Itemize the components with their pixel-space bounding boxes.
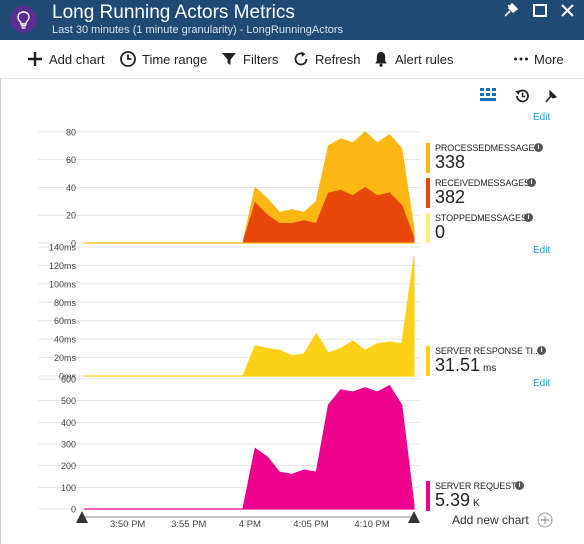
lightbulb-icon bbox=[10, 6, 37, 33]
close-icon[interactable] bbox=[557, 0, 579, 22]
refresh-label: Refresh bbox=[315, 51, 361, 67]
legend-name: SERVER RESPONSE TI... bbox=[435, 346, 541, 356]
y-tick-label: 60ms bbox=[54, 316, 77, 326]
refresh-button[interactable]: Refresh bbox=[292, 40, 361, 78]
series-color-swatch bbox=[426, 346, 430, 376]
legend-unit: ms bbox=[483, 363, 497, 374]
filter-icon bbox=[220, 50, 238, 68]
series-color-swatch bbox=[426, 213, 430, 243]
filters-button[interactable]: Filters bbox=[220, 40, 278, 78]
edit-link[interactable]: Edit bbox=[533, 378, 551, 389]
legend-name: RECEIVEDMESSAGES bbox=[435, 178, 530, 188]
add-circle-icon[interactable] bbox=[537, 512, 553, 533]
range-start-handle bbox=[76, 511, 88, 523]
page-subtitle: Last 30 minutes (1 minute granularity) -… bbox=[52, 24, 344, 36]
grid-view-icon[interactable] bbox=[480, 88, 496, 102]
y-tick-label: 100ms bbox=[49, 279, 77, 289]
legend-item-response-time[interactable]: SERVER RESPONSE TI... i 31.51 ms bbox=[426, 346, 566, 378]
y-tick-label: 40ms bbox=[54, 335, 77, 345]
legend-item-processed[interactable]: PROCESSEDMESSAGES i 338 bbox=[426, 143, 566, 175]
legend-value: 5.39 bbox=[435, 490, 471, 510]
pin-icon[interactable] bbox=[543, 89, 559, 105]
y-tick-label: 80ms bbox=[54, 298, 77, 308]
y-tick-label: 80 bbox=[66, 127, 76, 137]
maximize-icon[interactable] bbox=[529, 0, 551, 22]
info-icon[interactable]: i bbox=[527, 178, 536, 187]
legend-item-stopped[interactable]: STOPPEDMESSAGES i 0 bbox=[426, 213, 566, 245]
y-tick-label: 400 bbox=[61, 418, 76, 428]
y-tick-label: 60 bbox=[66, 155, 76, 165]
y-tick-label: 40 bbox=[66, 183, 76, 193]
clock-icon bbox=[119, 50, 137, 68]
series-area-server-requests bbox=[84, 384, 415, 510]
legend-value-row: 5.39 K bbox=[435, 490, 480, 511]
legend-value: 31.51 bbox=[435, 355, 481, 375]
x-tick-label: 3:55 PM bbox=[171, 519, 206, 530]
series-color-swatch bbox=[426, 481, 430, 511]
more-label: More bbox=[534, 51, 564, 67]
info-icon[interactable]: i bbox=[534, 143, 543, 152]
y-tick-label: 100 bbox=[61, 483, 76, 493]
time-range-label: Time range bbox=[142, 51, 208, 67]
series-color-swatch bbox=[426, 143, 430, 173]
y-tick-label: 0ms bbox=[59, 372, 77, 382]
y-tick-label: 0 bbox=[71, 239, 76, 249]
y-tick-label: 600 bbox=[61, 375, 76, 385]
legend-unit: K bbox=[473, 498, 480, 509]
plus-icon bbox=[26, 50, 44, 68]
panel-border bbox=[0, 79, 1, 544]
series-color-swatch bbox=[426, 178, 430, 208]
command-bar: Add chart Time range Filters Refresh Ale… bbox=[0, 40, 584, 79]
edit-link[interactable]: Edit bbox=[533, 112, 551, 123]
legend-value: 0 bbox=[435, 222, 446, 242]
alert-rules-button[interactable]: Alert rules bbox=[372, 40, 454, 78]
pin-window-icon[interactable] bbox=[500, 0, 522, 22]
legend-item-requests[interactable]: SERVER REQUESTS i 5.39 K bbox=[426, 481, 566, 513]
y-tick-label: 0 bbox=[71, 505, 76, 515]
y-tick-label: 200 bbox=[61, 461, 76, 471]
legend-item-received[interactable]: RECEIVEDMESSAGES i 382 bbox=[426, 178, 566, 210]
info-icon[interactable]: i bbox=[515, 481, 524, 490]
page-title: Long Running Actors Metrics bbox=[52, 2, 295, 23]
y-tick-label: 20ms bbox=[54, 353, 77, 363]
legend-value: 382 bbox=[435, 187, 466, 207]
x-tick-label: 4:10 PM bbox=[354, 519, 389, 530]
y-tick-label: 500 bbox=[61, 396, 76, 406]
edit-link[interactable]: Edit bbox=[533, 245, 551, 256]
more-button[interactable]: More bbox=[513, 40, 564, 78]
y-tick-label: 140ms bbox=[49, 243, 77, 253]
y-tick-label: 20 bbox=[66, 211, 76, 221]
refresh-icon bbox=[292, 50, 310, 68]
metrics-panel: Edit 80 60 40 20 0 140ms 120ms 100ms 80ms 60ms 40m… bbox=[0, 79, 584, 544]
x-tick-label: 3:50 PM bbox=[110, 519, 145, 530]
bell-icon bbox=[372, 50, 390, 68]
filters-label: Filters bbox=[243, 51, 279, 67]
alert-rules-label: Alert rules bbox=[395, 51, 454, 67]
add-chart-button[interactable]: Add chart bbox=[26, 40, 105, 78]
time-range-button[interactable]: Time range bbox=[119, 40, 207, 78]
ellipsis-icon bbox=[513, 50, 529, 68]
legend-value-row: 31.51 ms bbox=[435, 355, 496, 376]
y-tick-label: 120ms bbox=[49, 261, 77, 271]
add-chart-label: Add chart bbox=[49, 51, 105, 67]
charts-canvas: 806040200140ms120ms100ms80ms60ms40ms20ms… bbox=[38, 127, 420, 530]
legend-name: SERVER REQUESTS bbox=[435, 481, 523, 491]
x-tick-label: 4:05 PM bbox=[293, 519, 328, 530]
range-end-handle bbox=[408, 511, 420, 523]
info-icon[interactable]: i bbox=[537, 346, 546, 355]
legend-name: PROCESSEDMESSAGES bbox=[435, 143, 541, 153]
x-tick-label: 4 PM bbox=[239, 519, 261, 530]
title-bar: Long Running Actors Metrics Last 30 minu… bbox=[0, 0, 584, 40]
legend-name: STOPPEDMESSAGES bbox=[435, 213, 527, 223]
y-tick-label: 300 bbox=[61, 440, 76, 450]
add-new-chart-link[interactable]: Add new chart bbox=[452, 513, 529, 527]
info-icon[interactable]: i bbox=[524, 213, 533, 222]
legend-value: 338 bbox=[435, 152, 466, 172]
history-icon[interactable] bbox=[514, 88, 530, 104]
